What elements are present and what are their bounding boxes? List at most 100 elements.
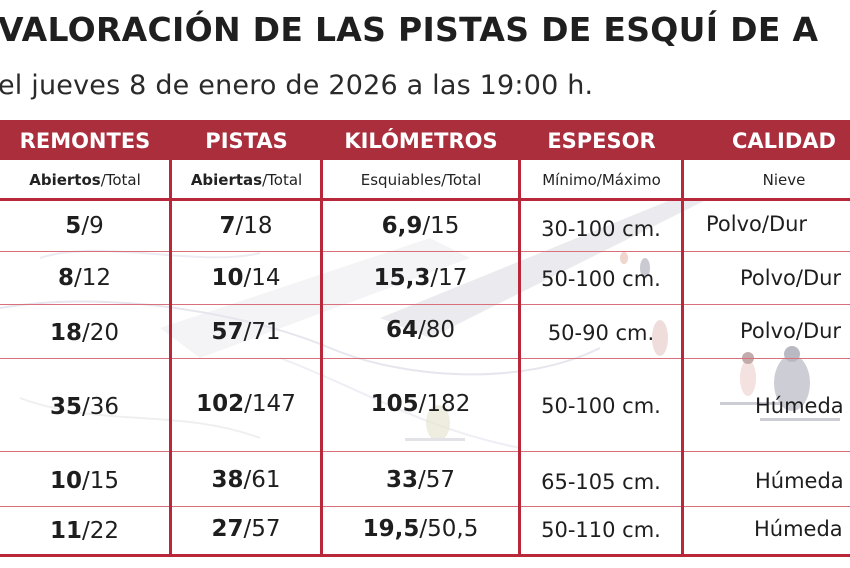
open-value: 105 bbox=[370, 391, 419, 417]
total-value: 20 bbox=[89, 320, 120, 346]
total-value: 61 bbox=[251, 467, 281, 493]
table-row-3-pistas: 102/147 bbox=[172, 359, 320, 449]
open-value: 8 bbox=[57, 265, 74, 291]
open-value: 19,5 bbox=[362, 516, 420, 542]
table-row-5-remontes: 11/22 bbox=[0, 507, 169, 555]
open-value: 6,9 bbox=[381, 213, 423, 239]
separator: / bbox=[430, 265, 439, 291]
table-row-4-km: 33/57 bbox=[323, 452, 518, 508]
total-value: 80 bbox=[425, 317, 456, 343]
column-header-espesor: ESPESOR bbox=[547, 129, 656, 153]
table-row-1-pistas: 10/14 bbox=[172, 252, 320, 304]
subheader-rest: /Total bbox=[262, 171, 303, 189]
separator: / bbox=[243, 516, 252, 542]
open-value: 35 bbox=[49, 394, 82, 420]
column-header-remontes: REMONTES bbox=[19, 129, 151, 153]
total-value: 9 bbox=[89, 213, 104, 239]
open-value: 64 bbox=[385, 317, 418, 343]
table-row-5-km: 19,5/50,5 bbox=[323, 507, 518, 551]
total-value: 22 bbox=[89, 518, 120, 544]
subheader-rest: Esquiables/Total bbox=[360, 171, 482, 189]
separator: / bbox=[81, 394, 90, 420]
total-value: 15 bbox=[430, 213, 460, 239]
separator: / bbox=[81, 518, 90, 544]
open-value: 7 bbox=[219, 213, 236, 239]
open-value: 5 bbox=[65, 213, 82, 239]
separator: / bbox=[243, 467, 252, 493]
open-value: 15,3 bbox=[373, 265, 431, 291]
total-value: 12 bbox=[81, 265, 112, 291]
table-row-5-espesor: 50-110 cm. bbox=[541, 518, 661, 542]
subheader-rest: Mínimo/Máximo bbox=[542, 171, 661, 189]
column-header-pistas: PISTAS bbox=[205, 129, 288, 153]
total-value: 71 bbox=[251, 319, 281, 345]
subheader-divider bbox=[0, 198, 850, 201]
table-row-2-pistas: 57/71 bbox=[172, 305, 320, 359]
row-divider bbox=[0, 251, 850, 252]
table-row-4-pistas: 38/61 bbox=[172, 452, 320, 508]
total-value: 17 bbox=[438, 265, 468, 291]
total-value: 15 bbox=[89, 468, 120, 494]
open-value: 102 bbox=[196, 391, 245, 417]
separator: / bbox=[73, 265, 82, 291]
table-row-3-remontes: 35/36 bbox=[0, 359, 169, 455]
separator: / bbox=[418, 391, 427, 417]
open-value: 10 bbox=[49, 468, 82, 494]
subheader-espesor: Mínimo/Máximo bbox=[521, 160, 682, 198]
table-row-4-espesor: 65-105 cm. bbox=[541, 470, 661, 494]
separator: / bbox=[422, 213, 431, 239]
total-value: 57 bbox=[425, 467, 456, 493]
table-row-2-calidad: Polvo/Dur bbox=[740, 319, 842, 343]
table-row-3-km: 105/182 bbox=[323, 359, 518, 449]
column-header-calidad: CALIDAD bbox=[732, 129, 836, 153]
table-row-5-pistas: 27/57 bbox=[172, 507, 320, 551]
table-row-0-calidad: Polvo/Dur bbox=[706, 212, 808, 236]
subheader-remontes: Abiertos/Total bbox=[0, 160, 170, 198]
total-value: 36 bbox=[89, 394, 120, 420]
column-header-kilometros: KILÓMETROS bbox=[344, 129, 498, 153]
table-bottom-border bbox=[0, 554, 850, 557]
open-value: 38 bbox=[211, 467, 244, 493]
table-row-1-calidad: Polvo/Dur bbox=[740, 266, 842, 290]
table-row-1-espesor: 50-100 cm. bbox=[541, 267, 661, 291]
separator: / bbox=[81, 468, 90, 494]
row-divider bbox=[0, 358, 850, 359]
table-row-0-remontes: 5/9 bbox=[0, 201, 169, 251]
table-row-2-espesor: 50-90 cm. bbox=[547, 321, 655, 345]
table-row-2-km: 64/80 bbox=[323, 305, 518, 355]
column-divider bbox=[169, 160, 172, 557]
total-value: 14 bbox=[251, 265, 281, 291]
table-row-5-calidad: Húmeda bbox=[754, 517, 843, 541]
column-divider bbox=[320, 160, 323, 557]
row-divider bbox=[0, 451, 850, 452]
table-header-band bbox=[0, 120, 850, 160]
table-row-0-km: 6,9/15 bbox=[323, 201, 518, 251]
table-row-4-remontes: 10/15 bbox=[0, 452, 169, 510]
open-value: 27 bbox=[211, 516, 244, 542]
date-subtitle: el jueves 8 de enero de 2026 a las 19:00… bbox=[0, 70, 594, 101]
separator: / bbox=[81, 213, 90, 239]
separator: / bbox=[419, 516, 428, 542]
subheader-calidad: Nieve bbox=[684, 160, 850, 198]
open-value: 10 bbox=[211, 265, 244, 291]
open-value: 57 bbox=[211, 319, 244, 345]
table-row-0-espesor: 30-100 cm. bbox=[541, 217, 661, 241]
table-row-2-remontes: 18/20 bbox=[0, 305, 169, 361]
total-value: 147 bbox=[251, 391, 296, 417]
separator: / bbox=[243, 319, 252, 345]
page-title: VALORACIÓN DE LAS PISTAS DE ESQUÍ DE A bbox=[0, 10, 819, 49]
open-value: 33 bbox=[385, 467, 418, 493]
subheader-rest: /Total bbox=[100, 171, 141, 189]
table-row-3-espesor: 50-100 cm. bbox=[541, 394, 661, 418]
subheader-rest: Nieve bbox=[762, 171, 806, 189]
total-value: 182 bbox=[426, 391, 471, 417]
separator: / bbox=[243, 265, 252, 291]
column-divider bbox=[518, 160, 521, 557]
subheader-bold: Abiertos bbox=[29, 171, 101, 189]
separator: / bbox=[417, 467, 426, 493]
subheader-bold: Abiertas bbox=[190, 171, 263, 189]
total-value: 18 bbox=[243, 213, 273, 239]
separator: / bbox=[235, 213, 244, 239]
column-divider bbox=[681, 160, 684, 557]
table-row-1-remontes: 8/12 bbox=[0, 252, 169, 304]
